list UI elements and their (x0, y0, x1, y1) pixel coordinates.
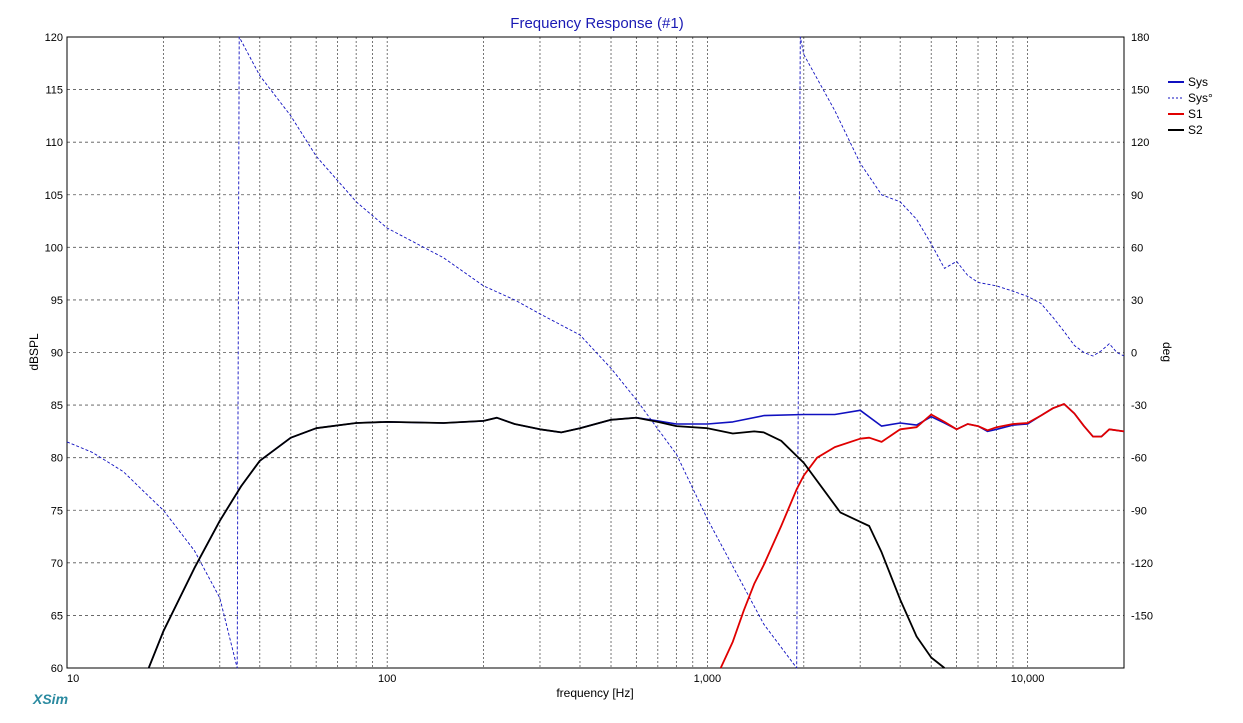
series-line-s1 (719, 403, 1125, 669)
chart-title: Frequency Response (#1) (510, 15, 683, 32)
y2-tick-label: 150 (1131, 85, 1149, 97)
y-tick-label: 110 (45, 137, 63, 149)
y-tick-label: 70 (51, 558, 63, 570)
y2-tick-label: -60 (1131, 453, 1147, 465)
legend-label: S2 (1188, 123, 1203, 137)
y2-tick-label: 90 (1131, 190, 1143, 202)
y2-tick-label: -30 (1131, 400, 1147, 412)
legend-label: S1 (1188, 107, 1203, 121)
x-axis-label: frequency [Hz] (556, 686, 633, 700)
plot-frame (66, 36, 1125, 669)
y-tick-label: 75 (51, 505, 63, 517)
y-tick-label: 65 (51, 610, 63, 622)
y-tick-label: 120 (45, 32, 63, 44)
series-layer (66, 36, 1125, 669)
legend-label: Sys (1188, 75, 1208, 89)
legend: Sys Sys° S1 S2 (1168, 75, 1213, 137)
y2-axis-label: deg (1160, 342, 1174, 362)
series-line-s2 (147, 416, 946, 669)
y-axis-label: dBSPL (27, 333, 41, 371)
y-tick-label: 115 (45, 85, 63, 97)
axis-ticks: 6065707580859095100105110115120-150-120-… (45, 32, 1153, 685)
y2-tick-label: 60 (1131, 242, 1143, 254)
x-tick-label: 10,000 (1011, 673, 1045, 685)
y-tick-label: 105 (45, 190, 63, 202)
y-tick-label: 60 (51, 663, 63, 675)
y2-tick-label: 120 (1131, 137, 1149, 149)
y2-tick-label: -90 (1131, 505, 1147, 517)
y2-tick-label: 30 (1131, 295, 1143, 307)
y-tick-label: 95 (51, 295, 63, 307)
y-tick-label: 90 (51, 348, 63, 360)
legend-label: Sys° (1188, 91, 1213, 105)
y2-tick-label: 0 (1131, 348, 1137, 360)
series-line-sys-phase (66, 36, 1125, 669)
app-brand-logo: XSim (33, 691, 69, 707)
grid (67, 37, 1124, 668)
x-tick-label: 10 (67, 673, 79, 685)
y-tick-label: 80 (51, 453, 63, 465)
x-tick-label: 100 (378, 673, 396, 685)
y-tick-label: 85 (51, 400, 63, 412)
x-tick-label: 1,000 (694, 673, 722, 685)
y2-tick-label: -120 (1131, 558, 1153, 570)
y2-tick-label: -150 (1131, 610, 1153, 622)
y-tick-label: 100 (45, 242, 63, 254)
y2-tick-label: 180 (1131, 32, 1149, 44)
series-line-sys (147, 403, 1125, 669)
